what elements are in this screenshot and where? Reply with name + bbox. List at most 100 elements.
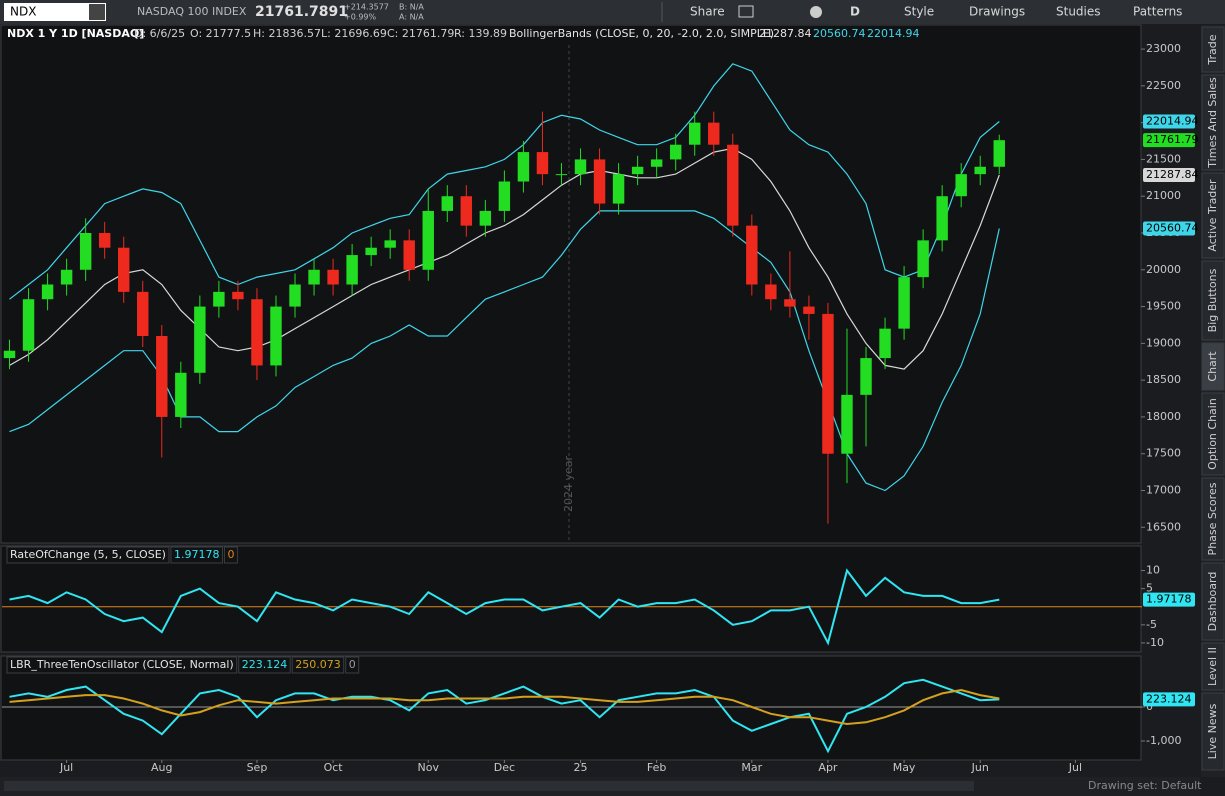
ask: A: N/A [399, 13, 424, 22]
symbol[interactable]: NDX [10, 5, 36, 19]
candle-body [365, 247, 377, 256]
y-tick-label: 0 [1146, 700, 1153, 713]
price-panel [0, 24, 1142, 544]
candle-body [784, 299, 796, 307]
candle-body [346, 255, 358, 285]
x-tick-label: Dec [494, 761, 515, 774]
symbol-input[interactable] [4, 3, 106, 21]
candle-body [879, 328, 891, 359]
toolbar-button[interactable]: D [850, 5, 860, 19]
candle-body [669, 144, 682, 160]
series-line [9, 678, 1000, 754]
candle-body [593, 159, 606, 204]
price-tag-bg [1143, 592, 1195, 607]
candle-body [118, 247, 130, 292]
candle-body [213, 291, 225, 307]
info-date: D: 6/6/25 [134, 27, 185, 40]
candle-body [79, 233, 92, 270]
candle-body [974, 166, 986, 175]
icon[interactable] [810, 6, 822, 18]
candle-body [441, 196, 453, 211]
candle-body [232, 291, 244, 300]
price-tag-bg [1143, 133, 1195, 148]
series-line [9, 210, 1000, 492]
sidebar-tab[interactable] [1201, 74, 1225, 171]
study-header-box [6, 546, 170, 564]
y-tick-label: 20000 [1146, 263, 1181, 276]
info-row: NDX 1 Y 1D [NASDAQ] D: 6/6/25 O: 21777.5… [7, 27, 920, 40]
sidebar-tab-label[interactable]: Chart [1206, 351, 1219, 382]
x-tick-label: Feb [647, 761, 666, 774]
study-header-box [238, 656, 291, 674]
study-header: LBR_ThreeTenOscillator (CLOSE, Normal) [10, 658, 234, 671]
candle-body [251, 299, 263, 366]
sidebar-tab-label[interactable]: Phase Scores [1206, 482, 1219, 555]
info-range: R: 139.89 [454, 27, 507, 40]
price-tag: 21287.84 [1146, 168, 1199, 181]
sidebar-tab[interactable] [1201, 562, 1225, 641]
sidebar-tab-label[interactable]: Active Trader [1206, 179, 1219, 252]
sidebar-tab[interactable] [1201, 642, 1225, 691]
candle-body [765, 284, 777, 300]
toolbar-button[interactable]: Style [904, 5, 934, 19]
sidebar-tab-label[interactable]: Trade [1206, 34, 1219, 65]
series-line [9, 688, 1000, 726]
study-header-box [345, 656, 360, 674]
sidebar-tab[interactable] [1201, 260, 1225, 341]
candle-body [403, 240, 415, 270]
candle-body [517, 152, 530, 182]
sidebar-tab[interactable] [1201, 26, 1225, 73]
sidebar-tab[interactable] [1201, 692, 1225, 771]
x-tick-label: Nov [418, 761, 440, 774]
y-tick-label: 19500 [1146, 300, 1181, 313]
toolbar-button[interactable]: Studies [1056, 5, 1101, 19]
x-tick-label: Jun [971, 761, 989, 774]
price-tag: 223.124 [1146, 692, 1192, 705]
candle-body [289, 284, 301, 307]
x-tick-label: Jul [59, 761, 73, 774]
sidebar-tab-label[interactable]: Option Chain [1206, 398, 1219, 470]
sidebar-tab-label[interactable]: Level II [1206, 647, 1219, 686]
candle-body [41, 284, 54, 300]
sidebar-tab[interactable] [1201, 342, 1225, 391]
icon[interactable] [738, 5, 754, 18]
sidebar-tab-label[interactable]: Times And Sales [1206, 77, 1219, 169]
sidebar-tab-label[interactable]: Live News [1206, 703, 1219, 759]
price-tag: 1.97178 [1146, 593, 1192, 606]
roc-panel [0, 545, 1142, 653]
sidebar-tab[interactable] [1201, 172, 1225, 259]
candle-body [708, 122, 720, 145]
sidebar-tab-label[interactable]: Dashboard [1206, 572, 1219, 632]
description: NASDAQ 100 INDEX [137, 5, 247, 18]
info-open: O: 21777.5 [190, 27, 251, 40]
toolbar-button[interactable]: Patterns [1133, 5, 1182, 19]
scrollbar[interactable] [4, 781, 974, 791]
series-line [9, 63, 1000, 300]
candle-body [650, 159, 663, 167]
price-tag-bg [1143, 221, 1195, 236]
toolbar-button[interactable]: Drawings [969, 5, 1025, 19]
sidebar-tab-label[interactable]: Big Buttons [1206, 268, 1219, 332]
study-header: 250.073 [295, 658, 341, 671]
price-tag: 20560.74 [1146, 222, 1199, 235]
study-header: 1.97178 [174, 548, 220, 561]
x-tick-label: Oct [324, 761, 344, 774]
y-tick-label: 18500 [1146, 373, 1181, 386]
candle-body [993, 140, 1005, 167]
candle-body [612, 174, 625, 204]
price-tag-bg [1143, 692, 1195, 707]
candle-body [327, 269, 339, 285]
candle-body [308, 269, 320, 285]
y-tick-label: 21000 [1146, 189, 1181, 202]
candle-body [536, 152, 549, 175]
toolbar-button[interactable]: Share [690, 5, 725, 19]
info-close: C: 21761.79 [387, 27, 454, 40]
x-tick-label: Mar [741, 761, 762, 774]
symbol-dropdown[interactable] [89, 4, 105, 20]
sidebar-tab[interactable] [1201, 477, 1225, 561]
x-tick-label: Jul [1068, 761, 1082, 774]
price-tag-bg [1143, 168, 1195, 183]
sidebar-tab[interactable] [1201, 392, 1225, 476]
